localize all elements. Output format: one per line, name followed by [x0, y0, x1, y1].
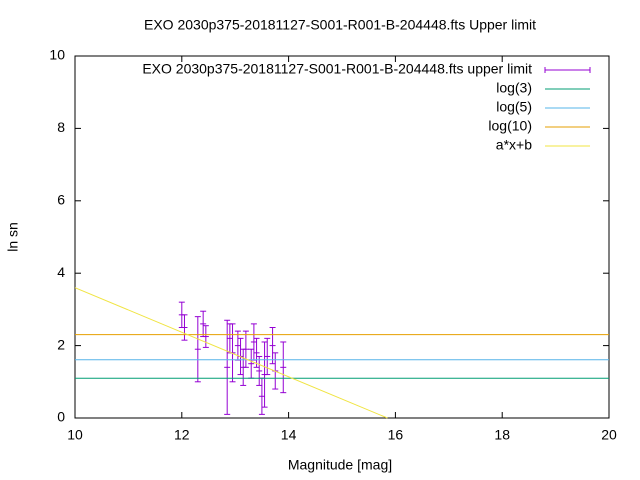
- y-tick-label: 8: [57, 119, 65, 135]
- error-bar: [200, 310, 207, 338]
- error-bar: [264, 337, 271, 376]
- fit-line: [74, 287, 388, 419]
- x-tick-label: 14: [281, 427, 297, 443]
- error-bar: [253, 337, 260, 368]
- legend-label: log(3): [496, 80, 532, 96]
- y-tick-label: 2: [57, 336, 65, 352]
- error-bar: [269, 327, 276, 365]
- legend-label: log(10): [488, 118, 532, 134]
- chart-title: EXO 2030p375-20181127-S001-R001-B-204448…: [144, 17, 536, 33]
- legend-label: EXO 2030p375-20181127-S001-R001-B-204448…: [142, 61, 532, 77]
- error-bar: [181, 314, 188, 341]
- legend-label: a*x+b: [496, 137, 532, 153]
- x-axis-label: Magnitude [mag]: [288, 457, 392, 473]
- y-tick-label: 6: [57, 192, 65, 208]
- legend-label: log(5): [496, 99, 532, 115]
- error-bar: [224, 319, 231, 415]
- error-bar: [280, 341, 287, 394]
- error-bar: [250, 323, 257, 361]
- x-tick-label: 12: [174, 427, 190, 443]
- y-tick-label: 0: [57, 409, 65, 425]
- x-tick-label: 16: [388, 427, 404, 443]
- plot-border: [74, 55, 610, 419]
- y-tick-label: 10: [49, 47, 65, 63]
- error-bar: [194, 316, 201, 383]
- error-bar: [256, 355, 263, 386]
- x-tick-label: 10: [67, 427, 83, 443]
- x-tick-label: 18: [494, 427, 510, 443]
- error-bar: [202, 325, 209, 348]
- error-bar: [242, 330, 249, 368]
- y-axis-label: ln sn: [5, 222, 21, 252]
- x-tick-label: 20: [601, 427, 617, 443]
- error-bar: [226, 323, 233, 354]
- y-tick-label: 4: [57, 264, 65, 280]
- error-bar: [248, 348, 255, 379]
- error-bar: [258, 377, 265, 415]
